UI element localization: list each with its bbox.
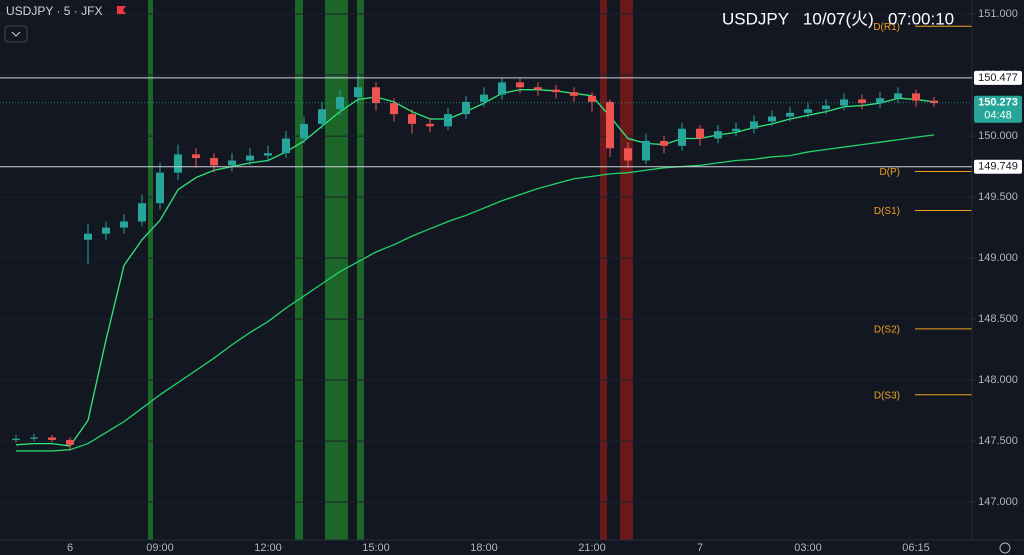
session-band — [325, 0, 348, 540]
y-tick-label: 147.000 — [978, 496, 1018, 508]
plot: D(R1) D(P) D(S1) D(S2) D(S3) — [0, 13, 972, 503]
candle-body — [516, 82, 524, 88]
x-tick-label: 12:00 — [254, 542, 282, 554]
candle-body — [66, 439, 74, 445]
y-tick-label: 151.000 — [978, 8, 1018, 20]
symbol: USDJPY · 5 · JFX — [6, 4, 102, 18]
x-tick-label: 18:00 — [470, 542, 498, 554]
candle-body — [12, 438, 20, 440]
candle-body — [444, 114, 452, 127]
candle-body — [498, 82, 506, 95]
pivot-label: D(S3) — [874, 390, 900, 401]
x-tick-label: 09:00 — [146, 542, 174, 554]
x-tick-label: 06:15 — [902, 542, 930, 554]
last-price-box — [974, 95, 1022, 123]
x-tick-label: 21:00 — [578, 542, 606, 554]
candle-body — [660, 140, 668, 146]
x-tick-label: 03:00 — [794, 542, 822, 554]
candle-body — [48, 437, 56, 440]
moving-average — [16, 134, 935, 452]
candle-body — [426, 123, 434, 127]
candle-body — [264, 153, 272, 156]
candle-body — [768, 116, 776, 122]
candle-body — [930, 100, 938, 104]
candle-body — [408, 114, 416, 124]
candle-body — [228, 160, 236, 166]
session-band — [620, 0, 633, 540]
candle-body — [462, 101, 470, 115]
settings-icon[interactable] — [999, 542, 1011, 554]
candle-body — [606, 101, 614, 149]
candle-body — [894, 93, 902, 99]
candle-body — [786, 112, 794, 117]
level-box — [974, 159, 1022, 174]
candle-body — [336, 97, 344, 110]
moving-average — [15, 89, 935, 447]
x-tick-label: 7 — [697, 542, 703, 554]
chevron-icon — [11, 31, 21, 37]
collapse-button[interactable] — [4, 25, 28, 43]
candle-body — [372, 87, 380, 104]
candle-body — [174, 154, 182, 173]
pivot-label: D(P) — [879, 167, 900, 178]
y-tick-label: 147.500 — [978, 435, 1018, 447]
clock: USDJPY 10/07(火) 07:00:10 — [722, 9, 954, 28]
candle-body — [732, 128, 740, 132]
countdown: 04:48 — [984, 110, 1012, 122]
candle-body — [804, 109, 812, 113]
candle-body — [246, 155, 254, 161]
candle-body — [192, 154, 200, 159]
y-tick-label: 149.000 — [978, 252, 1018, 264]
candle-body — [318, 109, 326, 124]
session-band — [600, 0, 607, 540]
session-band — [148, 0, 153, 540]
pivot-label: D(S2) — [874, 325, 900, 336]
candle-body — [102, 227, 110, 234]
pivot-label: D(S1) — [874, 206, 900, 217]
y-tick-label: 150.000 — [978, 130, 1018, 142]
candle-body — [552, 89, 560, 93]
candle-body — [300, 123, 308, 139]
candle-body — [480, 94, 488, 102]
y-tick-label: 148.000 — [978, 374, 1018, 386]
session-band — [357, 0, 364, 540]
candle-body — [588, 95, 596, 102]
candle-body — [534, 87, 542, 90]
pivot-label: D(R1) — [873, 22, 900, 33]
last-price-label: 150.273 — [978, 97, 1018, 109]
candle-body — [678, 128, 686, 146]
candle-body — [210, 158, 218, 166]
session-band — [295, 0, 303, 540]
candle-body — [390, 103, 398, 115]
candle-body — [696, 128, 704, 139]
candle-body — [354, 87, 362, 98]
candle-body — [840, 99, 848, 106]
candle-body — [138, 203, 146, 222]
candle-body — [120, 221, 128, 228]
candle-body — [750, 121, 758, 129]
candle-body — [714, 131, 722, 139]
flag-icon[interactable] — [117, 6, 126, 14]
candle-body — [912, 93, 920, 101]
candle-body — [30, 437, 38, 439]
y-tick-label: 148.500 — [978, 313, 1018, 325]
candle-body — [156, 172, 164, 204]
level-label: 149.749 — [978, 161, 1018, 173]
candle-body — [822, 105, 830, 110]
session-bands — [148, 0, 633, 540]
candle-body — [624, 148, 632, 161]
candle-body — [642, 140, 650, 161]
y-tick-label: 149.500 — [978, 191, 1018, 203]
candle-body — [84, 233, 92, 240]
candle-body — [282, 138, 290, 154]
level-box — [974, 70, 1022, 85]
level-label: 150.477 — [978, 72, 1018, 84]
x-tick-label: 15:00 — [362, 542, 390, 554]
candle-body — [876, 98, 884, 104]
x-tick-label: 6 — [67, 542, 73, 554]
candle-body — [858, 99, 866, 104]
candle-body — [570, 92, 578, 96]
